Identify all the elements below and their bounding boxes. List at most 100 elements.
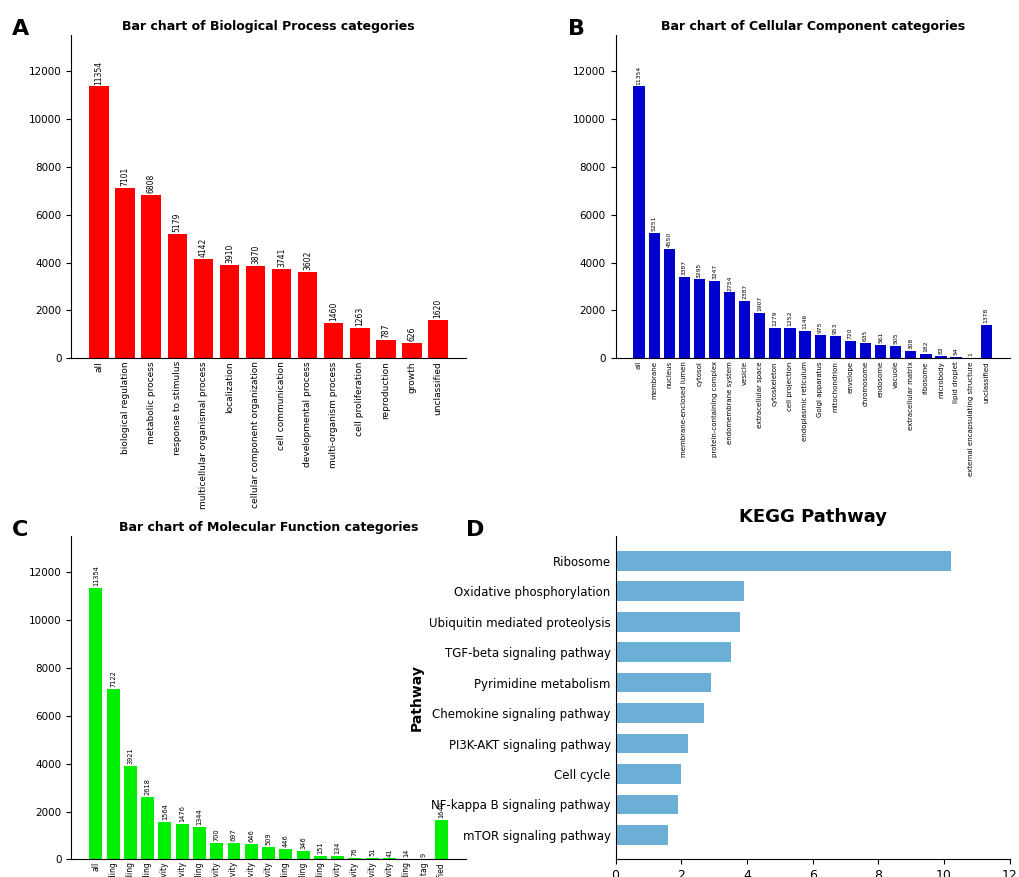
Text: 308: 308: [907, 338, 912, 349]
Text: D: D: [466, 520, 484, 540]
Bar: [890, 346, 901, 359]
Bar: [324, 324, 343, 359]
Text: 626: 626: [407, 327, 416, 341]
Text: 720: 720: [847, 328, 852, 339]
Text: 1640: 1640: [438, 802, 444, 818]
Text: 1279: 1279: [771, 310, 776, 326]
Bar: [753, 313, 764, 359]
Text: 700: 700: [214, 828, 219, 841]
Bar: [708, 281, 719, 359]
Text: 4550: 4550: [666, 232, 672, 247]
Title: Bar chart of Biological Process categories: Bar chart of Biological Process categori…: [122, 19, 415, 32]
Bar: [614, 733, 687, 753]
Text: 1476: 1476: [179, 805, 185, 823]
Text: 3387: 3387: [682, 260, 686, 275]
Text: 1564: 1564: [162, 803, 168, 820]
Bar: [90, 588, 102, 859]
Text: 1263: 1263: [355, 307, 364, 326]
Bar: [175, 824, 189, 859]
Bar: [350, 328, 369, 359]
Bar: [919, 354, 930, 359]
Text: 787: 787: [381, 323, 390, 338]
Bar: [141, 797, 154, 859]
Bar: [979, 325, 990, 359]
Bar: [376, 339, 395, 359]
Bar: [678, 277, 690, 359]
Text: 975: 975: [817, 322, 822, 333]
Bar: [614, 703, 703, 723]
Text: 2618: 2618: [145, 778, 151, 795]
Text: 11354: 11354: [636, 66, 641, 84]
Bar: [219, 265, 239, 359]
Bar: [348, 858, 361, 859]
Bar: [723, 292, 735, 359]
Text: 3870: 3870: [251, 245, 260, 264]
Text: 54: 54: [953, 347, 958, 355]
Text: 1: 1: [968, 353, 973, 356]
Text: 446: 446: [282, 834, 288, 847]
Title: Bar chart of Molecular Function categories: Bar chart of Molecular Function categori…: [119, 521, 418, 533]
Bar: [784, 328, 795, 359]
Text: 1378: 1378: [982, 308, 987, 324]
Text: 7122: 7122: [110, 670, 116, 687]
Text: 1460: 1460: [329, 302, 338, 322]
Bar: [739, 301, 750, 359]
Text: 3921: 3921: [127, 747, 133, 764]
Text: 509: 509: [265, 833, 271, 845]
Bar: [314, 856, 326, 859]
Text: A: A: [12, 19, 30, 39]
Bar: [799, 331, 810, 359]
Bar: [950, 357, 961, 359]
Text: 4142: 4142: [199, 238, 208, 257]
Bar: [874, 345, 886, 359]
Text: 3247: 3247: [711, 263, 716, 279]
Text: B: B: [568, 19, 585, 39]
Bar: [614, 612, 740, 631]
Text: 7101: 7101: [120, 168, 129, 187]
Text: 1620: 1620: [433, 298, 442, 317]
Bar: [115, 189, 135, 359]
Bar: [633, 87, 644, 359]
Text: 83: 83: [937, 347, 943, 354]
Text: 6808: 6808: [147, 175, 156, 194]
Text: 5251: 5251: [651, 215, 656, 231]
Bar: [844, 341, 855, 359]
Bar: [614, 673, 710, 693]
Bar: [428, 319, 447, 359]
Bar: [227, 843, 240, 859]
Text: 76: 76: [352, 847, 358, 856]
Bar: [107, 689, 119, 859]
Bar: [123, 766, 137, 859]
Text: 151: 151: [317, 841, 323, 854]
Bar: [193, 827, 206, 859]
Text: C: C: [12, 520, 29, 540]
Bar: [271, 268, 291, 359]
Bar: [158, 822, 171, 859]
Bar: [142, 196, 161, 359]
Text: 11354: 11354: [95, 61, 104, 84]
Bar: [768, 328, 780, 359]
Bar: [904, 351, 915, 359]
Text: 2754: 2754: [727, 275, 732, 290]
Text: 41: 41: [386, 848, 392, 857]
Text: 14: 14: [404, 849, 410, 857]
Bar: [614, 764, 681, 784]
Text: 2387: 2387: [742, 284, 747, 299]
Text: 134: 134: [334, 842, 340, 854]
Text: 1907: 1907: [756, 296, 761, 310]
Text: 561: 561: [877, 332, 882, 343]
Bar: [297, 852, 309, 859]
Text: 5179: 5179: [172, 213, 181, 232]
Bar: [814, 335, 825, 359]
Bar: [934, 356, 946, 359]
Bar: [434, 820, 447, 859]
Text: 3295: 3295: [696, 262, 701, 277]
Text: 1252: 1252: [787, 311, 792, 326]
Text: 1344: 1344: [197, 809, 202, 825]
Text: 51: 51: [369, 848, 375, 856]
Text: 635: 635: [862, 330, 867, 341]
Bar: [245, 844, 258, 859]
Bar: [614, 825, 667, 845]
Bar: [331, 856, 343, 859]
Text: 3741: 3741: [277, 247, 285, 267]
